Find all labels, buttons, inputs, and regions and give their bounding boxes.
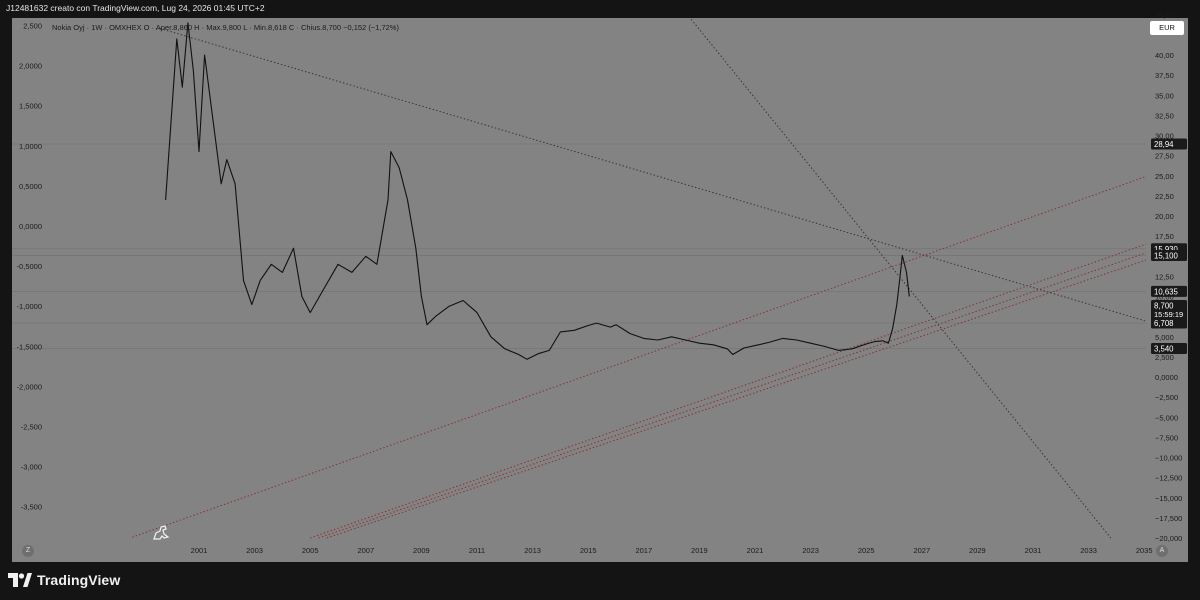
bottom-bar [0,562,1200,600]
x-tick-label: 2007 [357,546,374,555]
tradingview-logo[interactable]: TradingView [8,572,120,588]
right-tick-label: −15,000 [1155,494,1182,503]
left-axis-ticks: 2,500 2,0000 1,5000 1,0000 0,5000 0,0000 -0,50… [17,22,42,512]
x-tick-label: 2021 [747,546,764,555]
left-tick-label: -1,5000 [17,342,42,351]
right-tick-label: 37,50 [1155,71,1174,80]
right-tick-label: −2,500 [1155,393,1178,402]
trend-line-rising-red-mid2 [318,252,1146,539]
right-tick-label: 10,00 [1155,293,1174,302]
tradingview-logo-icon [8,573,32,587]
price-label: 15,930 [1154,245,1179,254]
x-tick-label: 2017 [635,546,652,555]
x-tick-label: 2029 [969,546,986,555]
trend-line-steep-falling [689,18,1112,539]
price-label: 28,94 [1154,140,1174,149]
dino-icon [153,525,170,540]
trend-line-rising-red-upper [132,175,1146,538]
left-tick-label: 2,500 [23,22,42,31]
right-tick-label: 22,50 [1155,192,1174,201]
auto-scale-button[interactable]: A [1156,545,1168,557]
x-tick-label: 2031 [1025,546,1042,555]
right-tick-label: 45,00 [1155,11,1174,20]
brand-name: TradingView [37,572,121,588]
right-tick-label: −5,000 [1155,413,1178,422]
left-tick-label: 2,0000 [19,62,42,71]
trend-line-falling-resistance [159,27,1146,322]
price-label: 3,540 [1154,345,1174,354]
x-tick-label: 2027 [913,546,930,555]
right-tick-label: −20,000 [1155,534,1182,543]
left-tick-label: -2,0000 [17,382,42,391]
right-tick-label: −10,000 [1155,454,1182,463]
price-series-group [165,22,910,360]
horizontal-levels [12,143,1146,349]
price-label: 15,100 [1154,251,1179,260]
price-label-box [1151,317,1187,329]
x-tick-label: 2019 [691,546,708,555]
right-tick-label: −17,500 [1155,514,1182,523]
x-tick-label: 2033 [1080,546,1097,555]
right-tick-label: 2,500 [1155,353,1174,362]
right-tick-label: 30,00 [1155,132,1174,141]
right-tick-label: −7,500 [1155,433,1178,442]
x-tick-label: 2015 [580,546,597,555]
left-tick-label: 1,5000 [19,102,42,111]
left-tick-label: -1,0000 [17,302,42,311]
right-tick-label: 32,50 [1155,111,1174,120]
x-tick-label: 2025 [858,546,875,555]
trend-lines [132,18,1146,539]
right-tick-label: 12,50 [1155,272,1174,281]
left-tick-label: -2,500 [21,423,42,432]
right-tick-label: 0,0000 [1155,373,1178,382]
x-tick-label: 2009 [413,546,430,555]
price-label-box [1151,343,1187,355]
price-label-box [1151,285,1187,297]
chart-legend: Nokia Oyj · 1W · OMXHEX O · Aper.8,860 H… [52,23,399,32]
trend-line-rising-red-lower [326,259,1146,539]
x-tick-label: 2035 [1136,546,1153,555]
right-tick-label: 40,00 [1155,51,1174,60]
x-tick-label: 2005 [302,546,319,555]
price-label: 10,635 [1154,287,1179,296]
currency-button[interactable]: EUR [1150,21,1184,35]
x-axis-ticks: 2001 2003 2005 2007 2009 2011 2013 2015 2017 2019… [191,546,1153,555]
price-label-time: 15:59:19 [1154,310,1183,319]
right-tick-label: 20,00 [1155,212,1174,221]
x-tick-label: 2003 [246,546,263,555]
left-tick-label: 0,0000 [19,222,42,231]
x-tick-label: 2023 [802,546,819,555]
x-tick-label: 2001 [191,546,208,555]
price-label: 8,700 [1154,301,1174,310]
left-scale-button[interactable]: Z [22,545,34,557]
left-tick-label: -3,500 [21,503,42,512]
price-label-box [1151,138,1187,150]
x-tick-label: 2011 [469,546,485,555]
right-tick-label: −12,500 [1155,474,1182,483]
price-label-box [1151,249,1187,261]
left-tick-label: -0,5000 [17,262,42,271]
price-series [165,22,910,360]
right-tick-label: 27,50 [1155,152,1174,161]
left-tick-label: 0,5000 [19,182,42,191]
top-bar: J12481632 creato con TradingView.com, Lu… [0,0,1200,18]
left-tick-label: 1,0000 [19,142,42,151]
right-tick-label: 35,00 [1155,91,1174,100]
right-axis-ticks: 45,00 40,00 37,50 35,00 32,50 30,00 27,50 25,00… [1155,11,1182,543]
chart-caption: J12481632 creato con TradingView.com, Lu… [6,3,265,13]
right-tick-label: 5,000 [1155,333,1174,342]
trend-line-rising-red-mid1 [310,243,1146,539]
right-tick-label: 17,50 [1155,232,1174,241]
x-tick-label: 2013 [524,546,541,555]
price-label-box [1151,299,1187,320]
right-tick-label: 25,00 [1155,172,1174,181]
price-label: 6,708 [1154,319,1174,328]
left-tick-label: -3,000 [21,463,42,472]
